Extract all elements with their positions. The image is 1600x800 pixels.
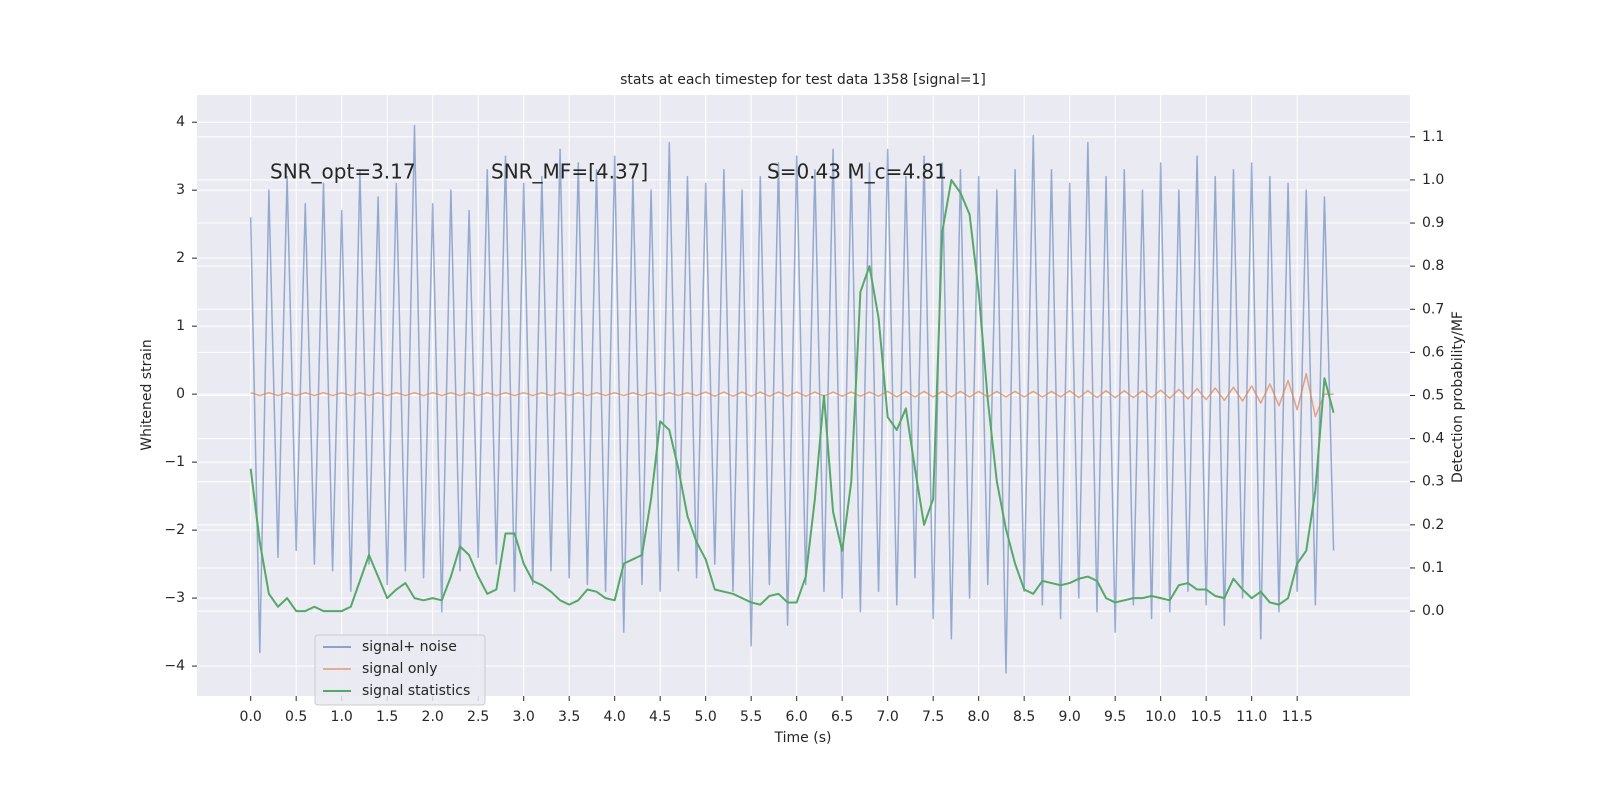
labels: 0.0 0.5 1.0 1.5 2.0 2.5 3.0 3.5 4.0 4.5 5.0 5.5 6.0 6…	[164, 114, 1444, 725]
y2-tick-label: 0.4	[1422, 431, 1444, 447]
y2-tick-label: 0.2	[1422, 517, 1444, 533]
x-tick-label: 3.5	[558, 709, 580, 725]
x-tick-label: 7.0	[877, 709, 899, 725]
x-tick-label: 9.5	[1104, 709, 1126, 725]
y-tick-label: 2	[176, 250, 185, 266]
x-tick-label: 7.5	[922, 709, 944, 725]
y2-tick-label: 1.0	[1422, 172, 1444, 188]
x-tick-label: 5.5	[740, 709, 762, 725]
annotation: SNR_opt=3.17	[270, 160, 416, 184]
x-tick-label: 0.5	[285, 709, 307, 725]
series-line	[249, 124, 1335, 674]
y2-tick-label: 1.1	[1422, 129, 1444, 145]
series-line	[249, 178, 1335, 613]
x-axis-label: Time (s)	[774, 730, 832, 746]
y-tick-label: 4	[176, 114, 185, 130]
y-tick-label: 3	[176, 182, 185, 198]
y2-axis-label: Detection probability/MF	[1450, 311, 1466, 483]
y2-tick-label: 0.7	[1422, 301, 1444, 317]
x-tick-label: 8.0	[968, 709, 990, 725]
x-tick-label: 3.0	[513, 709, 535, 725]
y2-tick-label: 0.0	[1422, 603, 1444, 619]
x-tick-label: 11.0	[1236, 709, 1267, 725]
x-tick-label: 4.0	[604, 709, 626, 725]
y-tick-label: 1	[176, 318, 185, 334]
y2-tick-label: 0.9	[1422, 215, 1444, 231]
x-tick-label: 11.5	[1282, 709, 1313, 725]
x-tick-label: 8.5	[1013, 709, 1035, 725]
legend-label: signal+ noise	[362, 639, 457, 655]
y-tick-label: −4	[164, 658, 185, 674]
x-tick-label: 9.0	[1059, 709, 1081, 725]
y2-tick-label: 0.6	[1422, 344, 1444, 360]
x-tick-label: 2.0	[422, 709, 444, 725]
x-tick-label: 6.0	[786, 709, 808, 725]
y2-tick-label: 0.5	[1422, 388, 1444, 404]
legend-label: signal statistics	[362, 683, 470, 699]
x-tick-label: 5.0	[695, 709, 717, 725]
legend-box	[314, 634, 486, 706]
x-tick-label: 2.5	[467, 709, 489, 725]
x-tick-label: 6.5	[831, 709, 853, 725]
y-tick-label: 0	[176, 386, 185, 402]
y-tick-label: −2	[164, 522, 185, 538]
y-tick-label: −1	[164, 454, 185, 470]
x-tick-label: 0.0	[240, 709, 262, 725]
chart-title: stats at each timestep for test data 135…	[620, 72, 986, 88]
y-tick-label: −3	[164, 590, 185, 606]
legend-label: signal only	[362, 661, 437, 677]
annotation: SNR_MF=[4.37]	[491, 160, 648, 184]
marks	[249, 124, 1335, 674]
x-tick-label: 4.5	[649, 709, 671, 725]
x-tick-label: 10.5	[1191, 709, 1222, 725]
series-line	[250, 372, 1334, 418]
y2-tick-label: 0.1	[1422, 560, 1444, 576]
y2-tick-label: 0.8	[1422, 258, 1444, 274]
x-tick-label: 1.0	[331, 709, 353, 725]
x-tick-label: 10.0	[1145, 709, 1176, 725]
y2-tick-label: 0.3	[1422, 474, 1444, 490]
x-tick-label: 1.5	[376, 709, 398, 725]
annotation: S=0.43 M_c=4.81	[767, 160, 947, 184]
y-axis-label: Whitened strain	[139, 339, 155, 450]
